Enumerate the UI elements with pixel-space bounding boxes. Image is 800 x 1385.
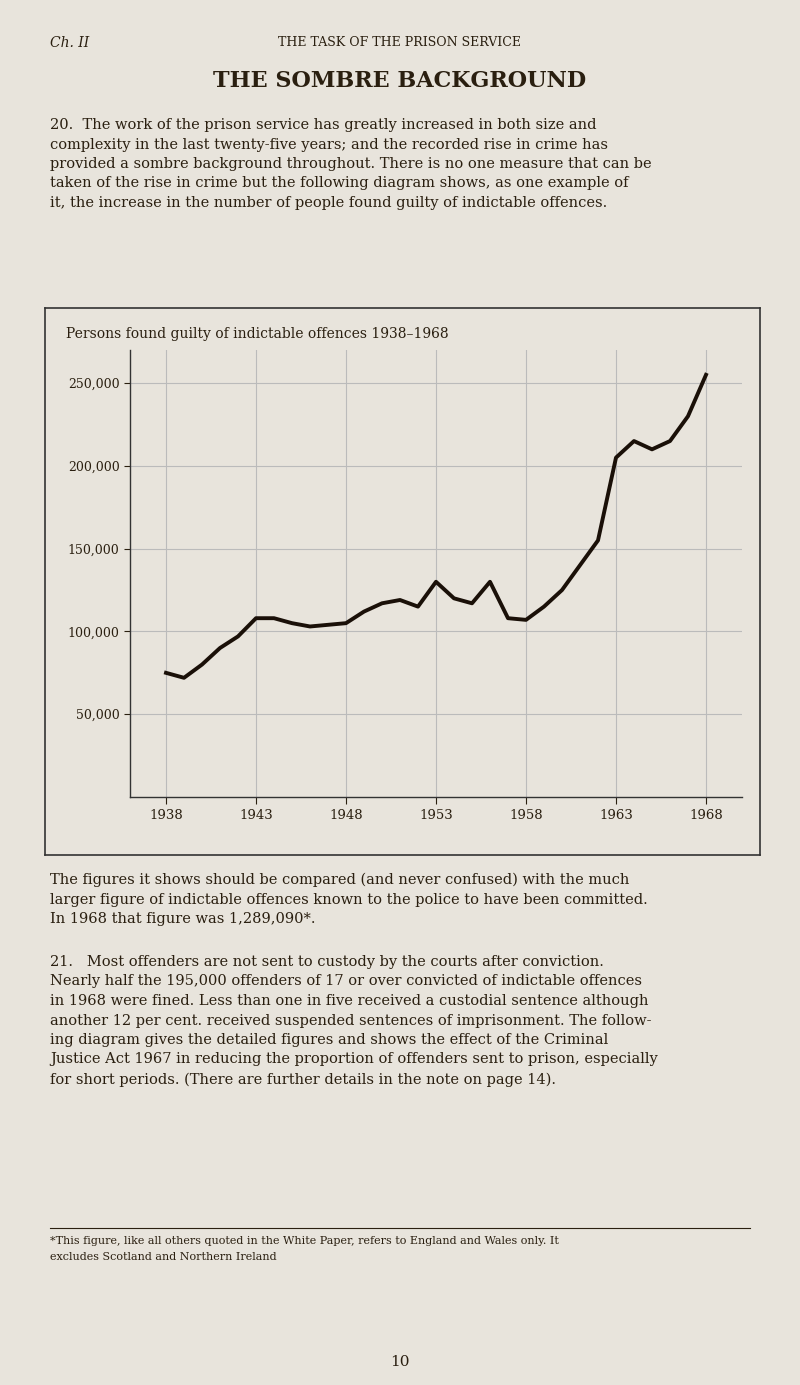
Text: Persons found guilty of indictable offences 1938–1968: Persons found guilty of indictable offen… [66,327,449,341]
Text: THE TASK OF THE PRISON SERVICE: THE TASK OF THE PRISON SERVICE [278,36,522,48]
Text: 20.  The work of the prison service has greatly increased in both size and
compl: 20. The work of the prison service has g… [50,118,652,211]
Text: excludes Scotland and Northern Ireland: excludes Scotland and Northern Ireland [50,1252,277,1262]
Text: THE SOMBRE BACKGROUND: THE SOMBRE BACKGROUND [214,71,586,91]
Text: Ch. II: Ch. II [50,36,90,50]
Text: 21.   Most offenders are not sent to custody by the courts after conviction.
Nea: 21. Most offenders are not sent to custo… [50,956,658,1087]
Text: The figures it shows should be compared (and never confused) with the much
large: The figures it shows should be compared … [50,873,648,927]
Text: *This figure, like all others quoted in the White Paper, refers to England and W: *This figure, like all others quoted in … [50,1235,559,1246]
Text: 10: 10 [390,1355,410,1368]
